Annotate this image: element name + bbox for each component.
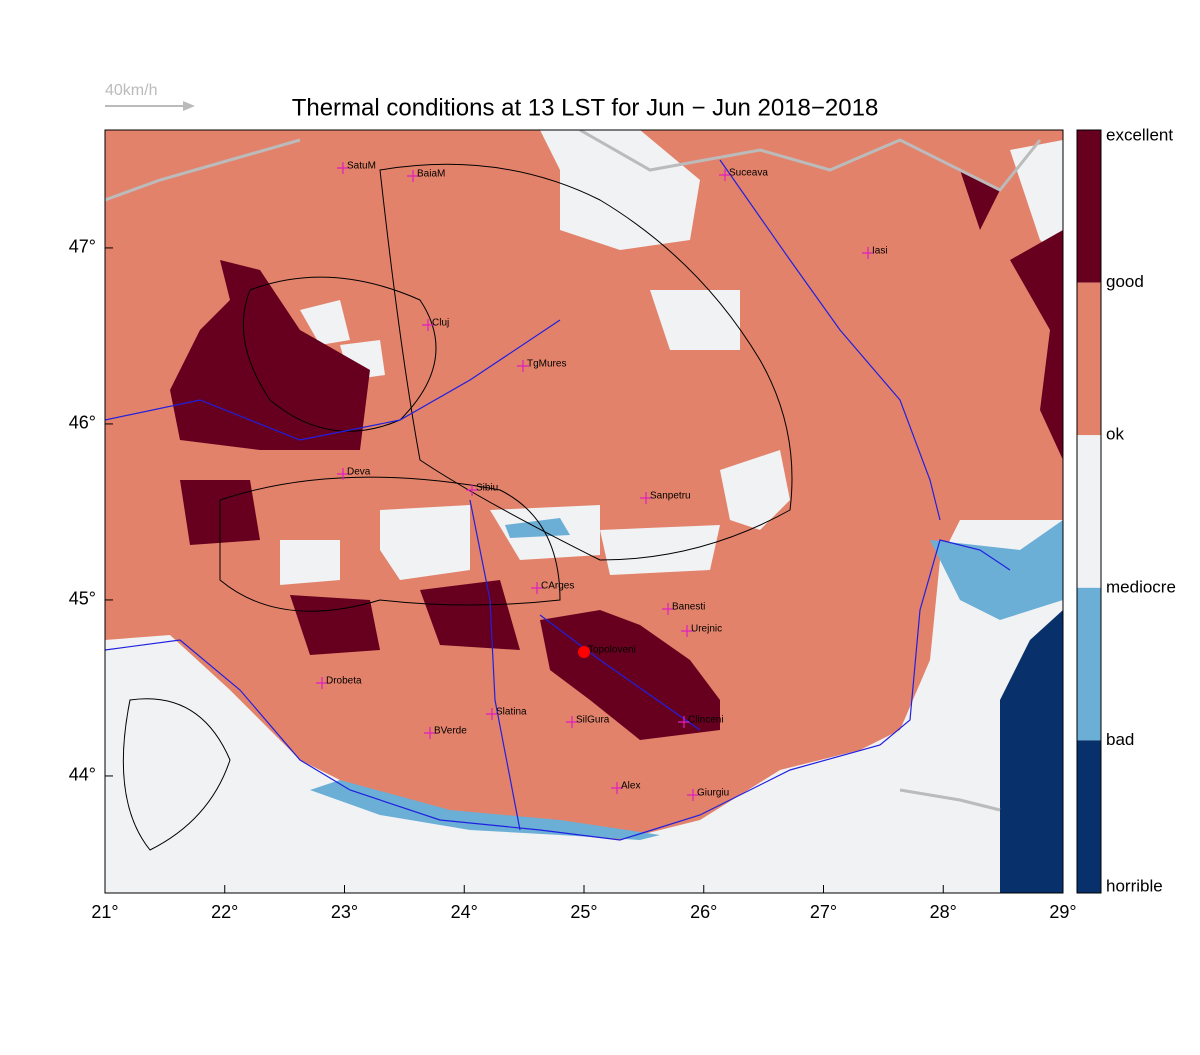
x-tick-label: 26°	[690, 902, 717, 922]
city-label: Sanpetru	[650, 491, 691, 502]
city-label: TgMures	[527, 359, 566, 370]
city-marker	[640, 492, 652, 504]
rivers	[105, 159, 1011, 841]
excellent-areas	[170, 170, 1063, 740]
title: Thermal conditions at 13 LST for Jun − J…	[292, 94, 879, 121]
city-marker	[486, 708, 498, 720]
colorbar-label: excellent	[1106, 125, 1173, 144]
city-marker	[531, 582, 543, 594]
map-area	[105, 130, 1063, 893]
colorbar-label: ok	[1106, 425, 1124, 444]
city-marker	[407, 170, 419, 182]
horrible-area	[1000, 610, 1063, 893]
colorbar-bin	[1077, 740, 1101, 893]
city-label: Slatina	[496, 707, 527, 718]
city-marker	[316, 677, 328, 689]
city-label: Giurgiu	[697, 788, 729, 799]
city-marker	[337, 468, 349, 480]
plain-fill	[290, 510, 940, 815]
city-marker	[662, 603, 674, 615]
colorbar-label: horrible	[1106, 876, 1163, 895]
x-tick-label: 22°	[211, 902, 238, 922]
x-tick-label: 29°	[1049, 902, 1076, 922]
city-label: BVerde	[434, 726, 467, 737]
city-marker	[611, 782, 623, 794]
city-label: SatuM	[347, 161, 376, 172]
city-label: Banesti	[672, 602, 705, 613]
colorbar-bin	[1077, 435, 1101, 588]
x-tick-label: 28°	[930, 902, 957, 922]
city-label: Iasi	[872, 246, 888, 257]
city-marker	[681, 625, 693, 637]
city-marker	[517, 360, 529, 372]
y-tick-label: 46°	[69, 413, 96, 433]
city-label: Topoloveni	[588, 645, 636, 656]
y-tick-label: 45°	[69, 589, 96, 609]
colorbar-label: mediocre	[1106, 577, 1176, 596]
city-marker	[566, 716, 578, 728]
x-tick-label: 25°	[570, 902, 597, 922]
city-label: CArges	[541, 581, 574, 592]
contours	[122, 163, 793, 851]
colorbar: excellent good ok mediocre bad horrible	[1076, 125, 1176, 895]
city-label: Alex	[621, 781, 640, 792]
wind-scale-head	[183, 101, 195, 111]
city-marker	[678, 716, 690, 728]
city-label: Sibiu	[476, 483, 498, 494]
city-label: BaiaM	[417, 169, 445, 180]
colorbar-bin	[1077, 130, 1101, 283]
city-label: Urejnic	[691, 624, 722, 635]
city-marker	[687, 789, 699, 801]
x-tick-label: 27°	[810, 902, 837, 922]
colorbar-label: bad	[1106, 730, 1134, 749]
wind-scale-label: 40km/h	[105, 82, 157, 99]
x-tick-label: 21°	[91, 902, 118, 922]
city-label: Drobeta	[326, 676, 362, 687]
city-label: Clinceni	[688, 715, 724, 726]
city-label: Cluj	[432, 318, 449, 329]
colorbar-bin	[1077, 587, 1101, 741]
city-label: Deva	[347, 467, 371, 478]
colorbar-frame	[1076, 129, 1102, 894]
city-marker	[466, 484, 478, 496]
x-tick-label: 24°	[451, 902, 478, 922]
city-marker	[337, 162, 349, 174]
x-tick-label: 23°	[331, 902, 358, 922]
colorbar-label: good	[1106, 272, 1144, 291]
site-marker	[578, 646, 590, 658]
city-marker	[422, 319, 434, 331]
city-marker	[719, 169, 731, 181]
y-tick-label: 44°	[69, 765, 96, 785]
city-label: SilGura	[576, 715, 610, 726]
borders	[105, 130, 1042, 812]
city-label: Suceava	[729, 168, 768, 179]
bad-areas	[310, 518, 1063, 840]
city-marker	[424, 727, 436, 739]
colorbar-bin	[1077, 282, 1101, 436]
y-tick-label: 47°	[69, 237, 96, 257]
city-marker	[862, 247, 874, 259]
cities: SatuM BaiaM Suceava Iasi Cluj TgMures Deva Sibi…	[316, 161, 888, 801]
